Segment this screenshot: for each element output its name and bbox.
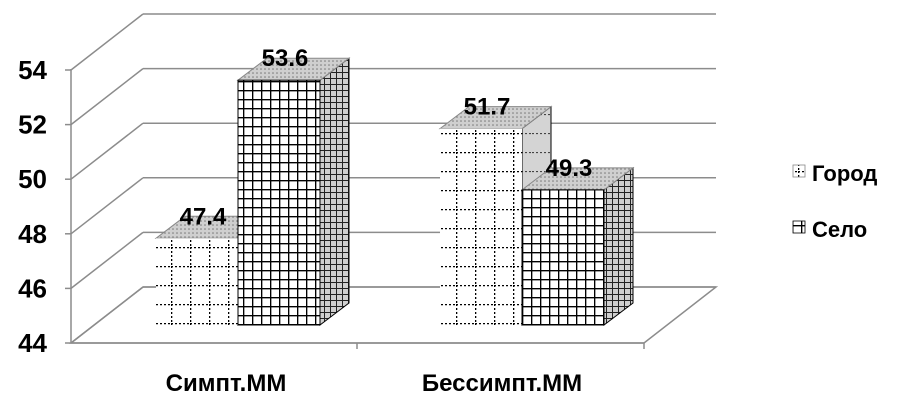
data-label: 51.7 [464,94,511,121]
side-gridline [70,122,144,180]
bar-front [521,189,605,326]
side-gridline [70,177,144,235]
legend-item-gorod: Город [792,161,877,186]
y-tick-label: 52 [18,110,47,140]
bar-gorod-2 [438,105,553,327]
legend-item-selo: Село [792,217,867,242]
legend-swatch [792,164,806,178]
data-label: 47.4 [180,203,227,230]
bar-selo-2 [520,166,635,327]
bars [154,57,635,327]
bar-side [319,57,350,327]
x-tick-label: Симпт.ММ [166,370,287,394]
bar-front [440,128,522,325]
data-label: 49.3 [546,155,593,182]
bar-front [237,79,321,326]
bar-side [603,166,634,327]
y-tick-label: 48 [18,219,47,249]
side-gridline [70,231,144,289]
legend: Город Село [792,161,877,242]
y-tick-label: 44 [18,328,47,358]
bar-front [156,238,238,325]
y-tick-label: 50 [18,164,47,194]
grid [65,13,719,349]
side-gridline [70,68,144,126]
y-tick-label: 46 [18,273,47,303]
data-label: 53.6 [262,45,309,72]
x-tick-label: Бессимпт.ММ [422,370,582,394]
y-tick-label: 54 [18,55,47,85]
legend-label: Город [812,161,877,186]
bar-selo-1 [236,57,351,327]
legend-swatch [792,220,806,234]
legend-label: Село [812,217,867,242]
side-gridline [70,13,144,71]
labels: 44 46 48 50 52 54 47.4 53.6 51.7 49.3 Симпт.ММ Бесс… [18,45,592,394]
